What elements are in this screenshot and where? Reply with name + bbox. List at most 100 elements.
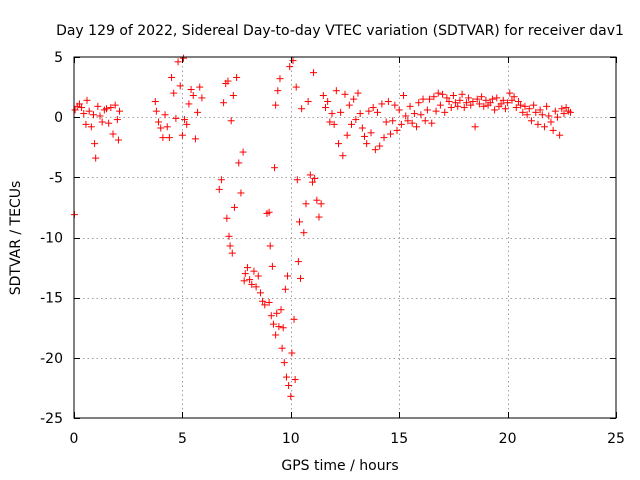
data-point [163, 123, 171, 131]
data-point [376, 142, 384, 150]
data-point [326, 118, 334, 126]
data-point [287, 392, 295, 400]
data-point [225, 232, 233, 240]
plot-frame [73, 56, 617, 419]
y-tick-label: -20 [40, 351, 63, 367]
data-point [285, 382, 293, 390]
data-point [462, 99, 470, 107]
data-point [159, 134, 167, 142]
data-point [319, 92, 327, 100]
y-tick-label: 5 [54, 50, 63, 66]
data-point [458, 90, 466, 98]
data-point [436, 101, 444, 109]
y-tick-label: -5 [49, 170, 63, 186]
data-point [165, 134, 173, 142]
data-point [75, 100, 83, 108]
data-point [508, 96, 516, 104]
data-point [384, 98, 392, 106]
x-tick-label: 0 [70, 431, 79, 447]
data-point [189, 92, 197, 100]
data-point [109, 130, 117, 138]
data-point [460, 104, 468, 112]
data-point [103, 105, 111, 113]
data-point [430, 93, 438, 101]
data-point [80, 110, 88, 118]
data-point [94, 102, 102, 110]
data-point [185, 100, 193, 108]
data-point [268, 262, 276, 270]
data-point [345, 101, 353, 109]
data-point [306, 171, 314, 179]
data-point [517, 101, 525, 109]
x-tick-labels: 0 5 10 15 20 25 [70, 431, 625, 447]
x-tick-label: 15 [390, 431, 408, 447]
data-point [83, 96, 91, 104]
data-point [240, 277, 248, 285]
data-point [259, 297, 267, 305]
data-point [467, 101, 475, 109]
data-point [534, 120, 542, 128]
data-point [308, 178, 316, 186]
data-point [387, 130, 395, 138]
data-point [400, 92, 408, 100]
data-point [152, 107, 160, 115]
data-point [551, 107, 559, 115]
data-point [241, 270, 249, 278]
data-point [315, 213, 323, 221]
data-point [560, 110, 568, 118]
data-point [447, 104, 455, 112]
data-point [445, 98, 453, 106]
data-point [469, 98, 477, 106]
data-point [172, 114, 180, 122]
data-point [157, 124, 165, 132]
data-point [332, 87, 340, 95]
data-point [506, 89, 514, 97]
y-tick-labels: 5 0 -5 -10 -15 -20 -25 [40, 50, 63, 427]
data-point [361, 132, 369, 140]
y-tick-label: -25 [40, 411, 63, 427]
data-point [382, 118, 390, 126]
data-point [78, 104, 86, 112]
data-point [278, 344, 286, 352]
data-point [426, 95, 434, 103]
data-point [543, 102, 551, 110]
data-point [161, 111, 169, 119]
data-point [369, 104, 377, 112]
data-point [71, 106, 79, 114]
data-point [549, 126, 557, 134]
data-point [289, 57, 297, 65]
data-point [397, 120, 405, 128]
data-point [406, 102, 414, 110]
data-point [174, 58, 182, 66]
data-point [220, 99, 228, 107]
data-point [491, 106, 499, 114]
data-point [527, 117, 535, 125]
data-point [443, 94, 451, 102]
data-point [183, 120, 191, 128]
data-point [354, 89, 362, 97]
y-tick-label: -15 [40, 291, 63, 307]
data-point [271, 164, 279, 172]
data-point [434, 89, 442, 97]
data-point [151, 98, 159, 106]
data-point [482, 96, 490, 104]
data-point [266, 242, 274, 250]
data-point [317, 200, 325, 208]
data-point [449, 92, 457, 100]
data-point [187, 85, 195, 93]
data-point [334, 140, 342, 148]
data-point [341, 90, 349, 98]
data-point [439, 90, 447, 98]
data-point [358, 124, 366, 132]
x-tick-label: 20 [499, 431, 517, 447]
data-point [428, 119, 436, 127]
data-point [497, 100, 505, 108]
chart-title: Day 129 of 2022, Sidereal Day-to-day VTE… [56, 23, 624, 39]
data-point [493, 94, 501, 102]
data-point [558, 105, 566, 113]
data-point [300, 229, 308, 237]
data-point [441, 108, 449, 116]
data-point [456, 96, 464, 104]
data-point [547, 118, 555, 126]
data-point [311, 175, 319, 183]
